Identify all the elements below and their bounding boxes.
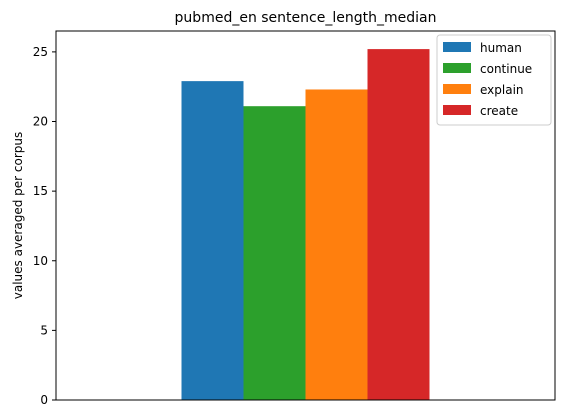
legend: human continue explain create	[436, 34, 552, 126]
legend-label-explain: explain	[480, 83, 524, 97]
legend-swatch-continue	[443, 63, 471, 73]
bar-explain	[305, 89, 368, 400]
legend-label-human: human	[480, 41, 522, 55]
y-tick-label-10: 10	[33, 254, 48, 268]
bar-create	[367, 49, 430, 400]
legend-swatch-human	[443, 42, 471, 52]
y-tick-label-20: 20	[33, 115, 48, 129]
bar-continue	[243, 106, 306, 401]
y-tick-label-5: 5	[40, 323, 48, 337]
legend-swatch-explain	[443, 84, 471, 94]
y-axis-label: values averaged per corpus	[11, 132, 25, 300]
legend-box	[436, 34, 552, 126]
legend-label-create: create	[480, 104, 518, 118]
legend-label-continue: continue	[480, 62, 532, 76]
legend-swatch-create	[443, 105, 471, 115]
axes-layer: 0 5 10 15 20 25	[33, 30, 556, 407]
bars-layer	[181, 49, 430, 401]
y-tick-label-15: 15	[33, 184, 48, 198]
y-tick-label-25: 25	[33, 45, 48, 59]
chart-title: pubmed_en sentence_length_median	[175, 10, 437, 26]
bar-human	[181, 81, 244, 401]
y-tick-label-0: 0	[40, 393, 48, 407]
plot-frame	[55, 30, 556, 401]
